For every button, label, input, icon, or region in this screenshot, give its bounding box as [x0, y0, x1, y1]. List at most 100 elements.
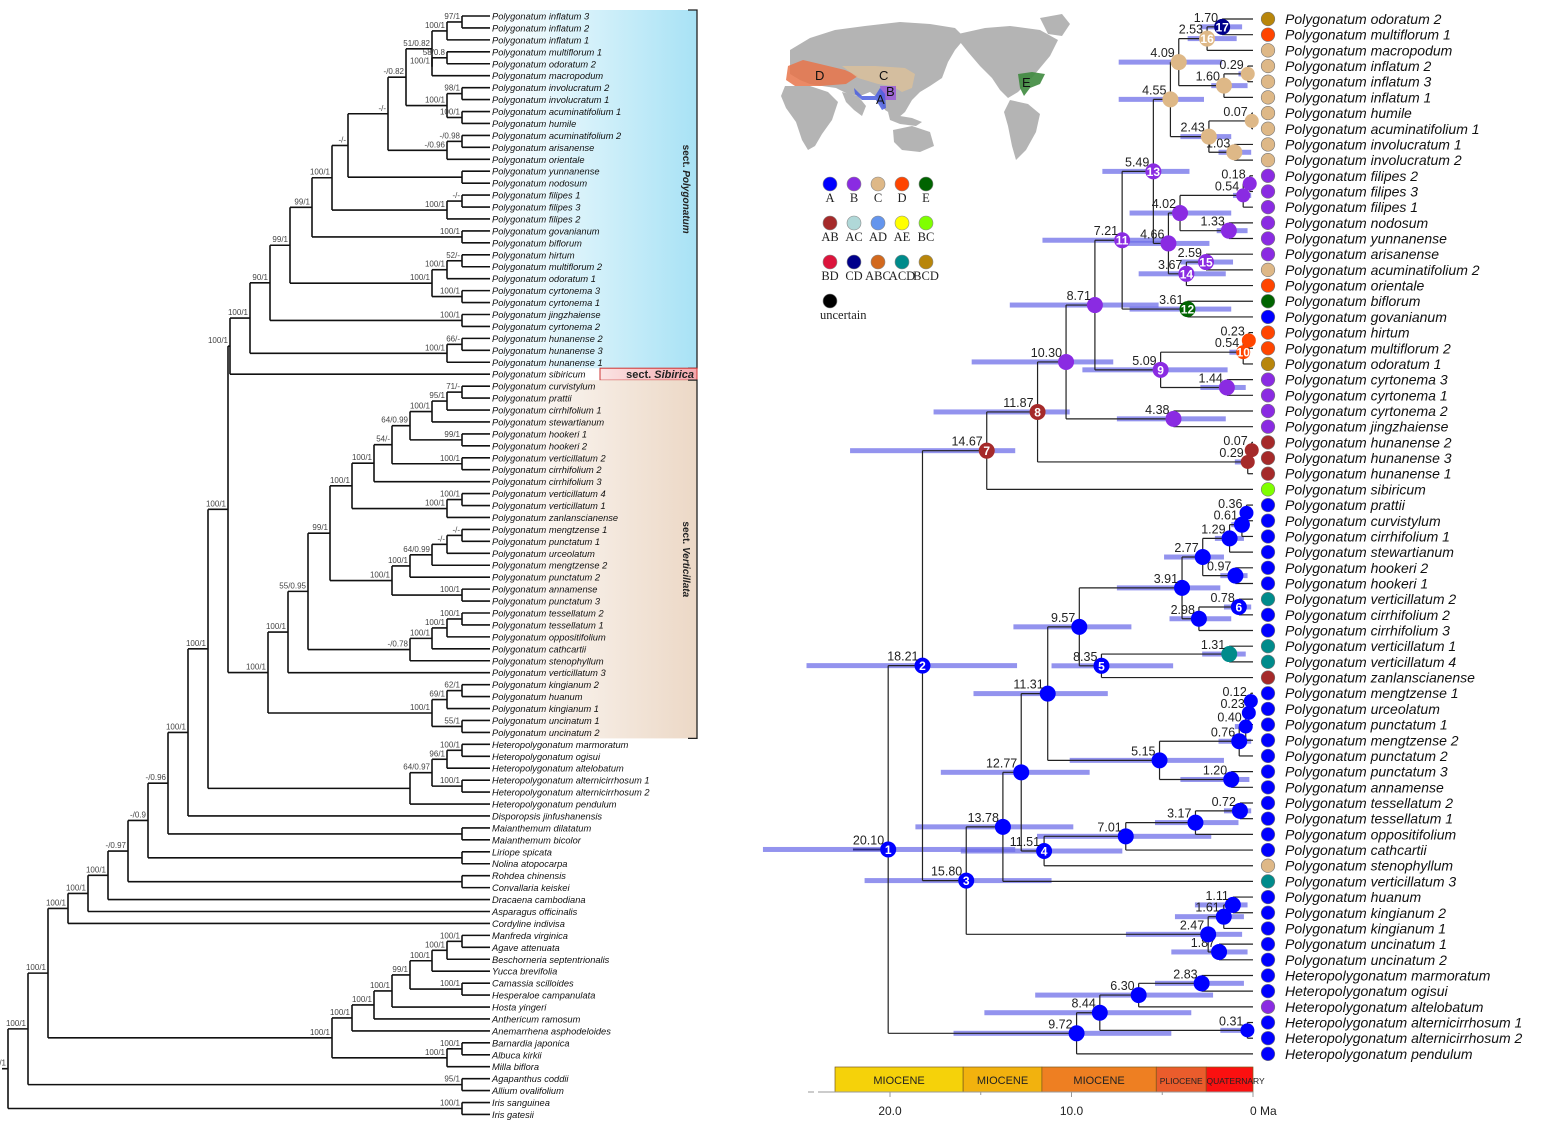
tip-area-circle	[1260, 184, 1276, 199]
right-tip-label: Polygonatum orientale	[1285, 278, 1425, 294]
right-tip-label: Polygonatum oppositifolium	[1285, 826, 1457, 842]
node-area-pie	[1145, 163, 1162, 180]
support-value: 100/1	[440, 107, 461, 116]
left-tip-label: Hosta yingeri	[492, 1003, 547, 1013]
node-number: 2	[919, 659, 926, 673]
map-label-a: A	[876, 92, 885, 107]
node-number: 1	[885, 843, 892, 857]
left-tip-label: Polygonatum urceolatum	[492, 549, 595, 559]
legend-label-ac: AC	[845, 230, 862, 244]
epoch-label: MIOCENE	[977, 1075, 1028, 1087]
support-value: 64/0.99	[403, 545, 430, 554]
left-tip-label: Polygonatum tessellatum 2	[492, 609, 604, 619]
node-area-pie	[1170, 54, 1187, 71]
node-area-pie	[1215, 77, 1232, 94]
right-tip-label: Heteropolygonatum alternicirrhosum 1	[1285, 1015, 1522, 1031]
node-area-pie	[1221, 530, 1238, 547]
map-label-e: E	[1022, 75, 1031, 90]
right-tip-label: Polygonatum sibiricum	[1285, 481, 1426, 497]
right-tip-label: Polygonatum cyrtonema 1	[1285, 387, 1448, 403]
support-value: -/0.96	[146, 773, 167, 782]
node-number: 9	[1157, 363, 1164, 377]
left-tip-label: Polygonatum verticillatum 4	[492, 489, 606, 499]
node-number: 4	[1041, 845, 1048, 859]
node-age-label: 0.97	[1207, 560, 1231, 574]
section-band-sibirica	[600, 368, 697, 381]
node-age-label: 10.30	[1031, 346, 1062, 360]
tip-area-circle	[1260, 74, 1276, 89]
map-region-c	[842, 66, 915, 92]
tip-area-circle	[1260, 952, 1276, 967]
legend-label-bcd: BCD	[913, 269, 939, 283]
epoch-label: MIOCENE	[1073, 1075, 1124, 1087]
left-tip-label: Milla biflora	[492, 1062, 539, 1072]
right-tip-label: Polygonatum verticillatum 1	[1285, 638, 1456, 654]
left-tip-label: Polygonatum odoratum 2	[492, 59, 597, 69]
left-tip-label: Polygonatum odoratum 1	[492, 274, 596, 284]
node-area-pie	[1187, 814, 1204, 831]
map-africa	[781, 86, 838, 150]
support-value: 100/1	[440, 227, 461, 236]
support-value: 95/1	[444, 1075, 460, 1084]
map-se-asia	[888, 112, 922, 126]
right-tip-label: Polygonatum mengtzense 1	[1285, 685, 1459, 701]
node-area-pie	[1236, 188, 1251, 203]
right-tip-label: Polygonatum acuminatifolium 2	[1285, 262, 1480, 278]
left-tip-label: Yucca brevifolia	[492, 967, 557, 977]
tip-area-circle	[1260, 513, 1276, 528]
node-number: 8	[1034, 405, 1041, 419]
tip-area-circle	[1260, 827, 1276, 842]
left-tip-label: Iris gatesii	[492, 1110, 535, 1120]
right-tip-label: Polygonatum hookeri 2	[1285, 560, 1428, 576]
support-value: 100/1	[440, 287, 461, 296]
hpd-bar	[1051, 663, 1174, 669]
right-tip-label: Polygonatum annamense	[1285, 779, 1444, 795]
section-band-verticillata	[490, 380, 697, 739]
support-value: 55/0.95	[279, 581, 306, 590]
tip-area-circle	[1260, 968, 1276, 983]
node-area-pie	[1230, 599, 1247, 615]
support-value: 51/0.82	[403, 39, 430, 48]
support-value: 100/1	[330, 476, 351, 485]
legend-label-d: D	[897, 191, 906, 205]
left-tip-label: Polygonatum macropodum	[492, 71, 603, 81]
right-tip-label: Polygonatum filipes 2	[1285, 168, 1418, 184]
node-age-label: 0.72	[1212, 795, 1236, 809]
node-age-label: 5.09	[1132, 354, 1156, 368]
left-tip-label: Disporopsis jinfushanensis	[492, 811, 602, 821]
legend-label-acd: ACD	[889, 269, 915, 283]
support-value: -/-	[452, 525, 460, 534]
node-area-pie	[1114, 232, 1131, 249]
right-tip-label: Polygonatum inflatum 3	[1285, 74, 1432, 90]
node-area-pie	[1214, 18, 1231, 35]
node-age-label: 0.61	[1214, 509, 1238, 523]
node-area-pie	[1197, 254, 1214, 271]
left-tip-label: Polygonatum orientale	[492, 155, 585, 165]
left-tip-label: Polygonatum hunanense 1	[492, 358, 603, 368]
support-value: -/0.78	[388, 640, 409, 649]
legend-swatch-bd	[822, 254, 838, 270]
left-tip-label: Polygonatum biflorum	[492, 238, 582, 248]
node-area-pie	[1200, 128, 1217, 145]
node-area-pie	[1036, 843, 1053, 860]
node-age-label: 2.53	[1179, 23, 1203, 37]
map-region-a	[854, 88, 886, 110]
left-tip-label: Asparagus officinalis	[491, 907, 578, 917]
node-age-label: 14.67	[951, 435, 982, 449]
node-number: 10	[1237, 346, 1251, 360]
section-label-prefix: sect.	[680, 521, 691, 547]
node-age-label: 4.66	[1140, 227, 1164, 241]
left-tip-label: Polygonatum kingianum 1	[492, 704, 599, 714]
node-number: 12	[1181, 303, 1195, 317]
geologic-timescale: MIOCENE MIOCENE MIOCENE PLIOCENE QUATERNARY 2…	[808, 1066, 1277, 1118]
support-value: 100/1	[440, 1099, 461, 1108]
right-tip-label: Polygonatum involucratum 2	[1285, 152, 1462, 168]
support-value: 100/1	[0, 1059, 7, 1068]
node-area-pie	[1174, 579, 1191, 596]
node-age-label: 8.44	[1071, 997, 1095, 1011]
support-value: 100/1	[440, 1039, 461, 1048]
node-age-label: 0.31	[1219, 1014, 1243, 1028]
node-area-pie	[1179, 301, 1196, 318]
tip-area-circle	[1260, 654, 1276, 669]
